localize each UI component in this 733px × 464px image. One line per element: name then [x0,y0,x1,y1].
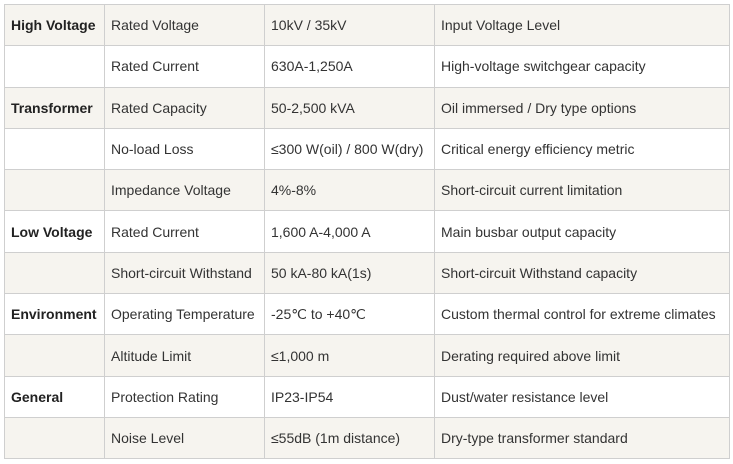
parameter-cell: No-load Loss [104,127,265,171]
table-row: No-load Loss ≤300 W(oil) / 800 W(dry) Crit… [4,127,730,171]
parameter-cell: Altitude Limit [104,334,265,377]
note-cell: High-voltage switchgear capacity [434,45,730,88]
group-cell [4,334,105,377]
value-cell: ≤1,000 m [264,334,435,377]
group-cell: High Voltage [4,3,105,47]
table-row: Short-circuit Withstand 50 kA-80 kA(1s) Sh… [4,251,730,295]
note-cell: Input Voltage Level [434,3,730,47]
table-row: Rated Current 630A-1,250A High-voltage swi… [4,45,730,88]
group-cell [4,416,105,460]
value-cell: 630A-1,250A [264,45,435,88]
note-cell: Oil immersed / Dry type options [434,86,730,129]
note-cell: Custom thermal control for extreme clima… [434,293,730,336]
note-cell: Short-circuit Withstand capacity [434,251,730,295]
group-cell: Environment [4,293,105,336]
table-row: Impedance Voltage 4%-8% Short-circuit curr… [4,169,730,212]
table-body: High Voltage Rated Voltage 10kV / 35kV Inpu… [4,3,730,460]
parameter-cell: Rated Voltage [104,3,265,47]
table-row: Noise Level ≤55dB (1m distance) Dry-type t… [4,416,730,460]
table-row: Altitude Limit ≤1,000 m Derating required … [4,334,730,377]
table-row: General Protection Rating IP23-IP54 Dust/wa… [4,375,730,418]
group-cell: Transformer [4,86,105,129]
group-cell [4,127,105,171]
note-cell: Main busbar output capacity [434,210,730,253]
note-cell: Critical energy efficiency metric [434,127,730,171]
value-cell: 50 kA-80 kA(1s) [264,251,435,295]
group-cell: General [4,375,105,418]
parameter-cell: Rated Current [104,45,265,88]
group-cell [4,169,105,212]
value-cell: -25℃ to +40℃ [264,293,435,336]
table-row: Transformer Rated Capacity 50-2,500 kVA Oil… [4,86,730,129]
group-cell [4,251,105,295]
value-cell: IP23-IP54 [264,375,435,418]
note-cell: Short-circuit current limitation [434,169,730,212]
value-cell: 1,600 A-4,000 A [264,210,435,253]
group-cell: Low Voltage [4,210,105,253]
parameter-cell: Rated Current [104,210,265,253]
parameter-cell: Noise Level [104,416,265,460]
value-cell: ≤300 W(oil) / 800 W(dry) [264,127,435,171]
spec-table: High Voltage Rated Voltage 10kV / 35kV Inpu… [4,3,730,460]
value-cell: 4%-8% [264,169,435,212]
note-cell: Derating required above limit [434,334,730,377]
value-cell: 10kV / 35kV [264,3,435,47]
note-cell: Dry-type transformer standard [434,416,730,460]
value-cell: ≤55dB (1m distance) [264,416,435,460]
parameter-cell: Short-circuit Withstand [104,251,265,295]
table-row: Environment Operating Temperature -25℃ to … [4,293,730,336]
parameter-cell: Operating Temperature [104,293,265,336]
parameter-cell: Rated Capacity [104,86,265,129]
group-cell [4,45,105,88]
note-cell: Dust/water resistance level [434,375,730,418]
table-row: High Voltage Rated Voltage 10kV / 35kV Inpu… [4,3,730,47]
value-cell: 50-2,500 kVA [264,86,435,129]
parameter-cell: Impedance Voltage [104,169,265,212]
parameter-cell: Protection Rating [104,375,265,418]
